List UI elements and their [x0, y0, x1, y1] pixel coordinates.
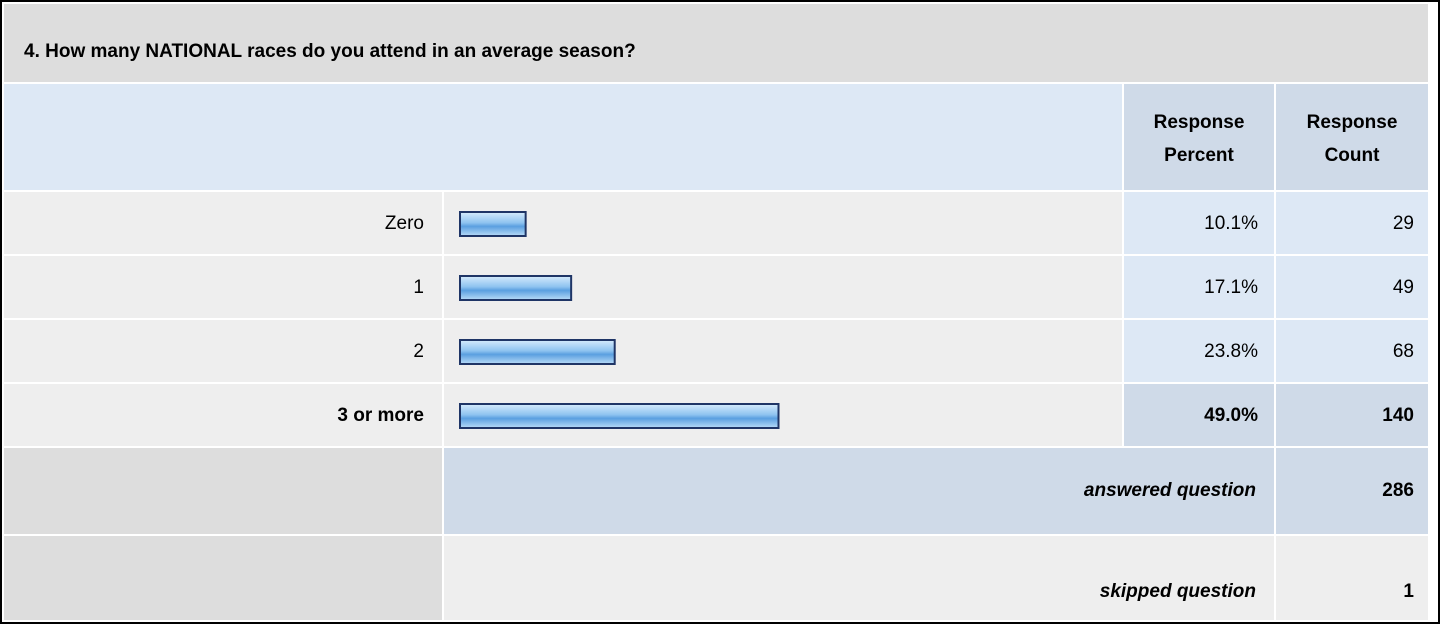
header-cell	[1124, 84, 1274, 190]
row-label: Zero	[385, 213, 424, 234]
summary-blank	[4, 536, 442, 620]
label-cell	[4, 192, 442, 254]
bar	[459, 403, 780, 429]
answered-count: 286	[1382, 480, 1414, 501]
bar-cell	[444, 192, 1122, 254]
percent-label: 23.8%	[1204, 341, 1258, 362]
bar	[459, 339, 616, 365]
summary-count-cell	[1276, 448, 1428, 534]
percent-label: 10.1%	[1204, 213, 1258, 234]
skipped-count: 1	[1403, 581, 1414, 602]
bar	[459, 211, 527, 237]
header-cell	[1276, 84, 1428, 190]
header-blank	[4, 84, 1122, 190]
bar	[459, 275, 573, 301]
count-cell	[1276, 320, 1428, 382]
column-header: Response Percent	[1154, 112, 1245, 166]
answered-label: answered question	[1084, 480, 1256, 501]
summary-blank	[4, 448, 442, 534]
count-label: 68	[1393, 341, 1414, 362]
count-cell	[1276, 384, 1428, 446]
summary-count-cell	[1276, 536, 1428, 620]
percent-cell	[1124, 256, 1274, 318]
count-cell	[1276, 256, 1428, 318]
summary-label-cell	[444, 536, 1274, 620]
count-label: 29	[1393, 213, 1414, 234]
label-cell	[4, 256, 442, 318]
percent-label: 17.1%	[1204, 277, 1258, 298]
percent-cell	[1124, 384, 1274, 446]
skipped-label: skipped question	[1100, 581, 1256, 602]
summary-label-cell	[444, 448, 1274, 534]
question-title: 4. How many NATIONAL races do you attend…	[24, 41, 636, 62]
count-cell	[1276, 192, 1428, 254]
count-label: 140	[1382, 405, 1414, 426]
percent-cell	[1124, 192, 1274, 254]
count-label: 49	[1393, 277, 1414, 298]
percent-cell	[1124, 320, 1274, 382]
row-label: 1	[413, 277, 424, 298]
column-header: Response Count	[1307, 112, 1398, 166]
label-cell	[4, 384, 442, 446]
row-label: 2	[413, 341, 424, 362]
label-cell	[4, 320, 442, 382]
percent-label: 49.0%	[1204, 405, 1258, 426]
title-cell	[4, 4, 1428, 82]
row-label: 3 or more	[337, 405, 424, 426]
